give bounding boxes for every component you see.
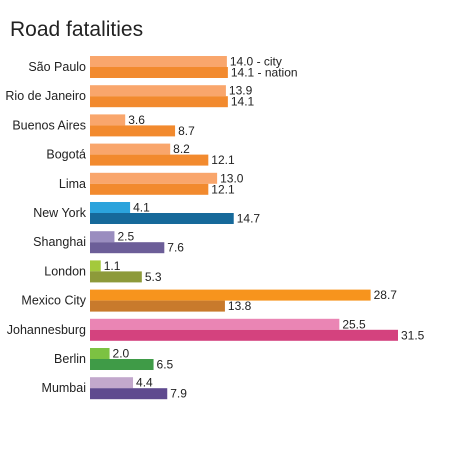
bar bbox=[90, 242, 165, 254]
bar bbox=[90, 318, 340, 330]
value-label: 14.1 bbox=[231, 95, 255, 109]
value-label: 31.5 bbox=[401, 328, 425, 342]
value-label: 5.3 bbox=[145, 270, 162, 284]
bar bbox=[90, 143, 171, 155]
bar bbox=[90, 56, 227, 67]
category-label: Buenos Aires bbox=[12, 118, 86, 132]
bar bbox=[90, 183, 209, 195]
value-label: 7.6 bbox=[167, 241, 184, 255]
bar bbox=[90, 260, 101, 272]
value-label: 8.2 bbox=[173, 142, 190, 156]
value-label: 2.0 bbox=[113, 347, 130, 361]
value-label: 13.9 bbox=[229, 84, 253, 98]
value-label: 6.5 bbox=[157, 358, 174, 372]
bar bbox=[90, 172, 218, 184]
category-label: Mumbai bbox=[42, 381, 86, 395]
bar bbox=[90, 67, 228, 78]
value-label: 12.1 bbox=[211, 182, 235, 196]
bar bbox=[90, 388, 168, 400]
bar bbox=[90, 154, 209, 166]
bar bbox=[90, 348, 110, 359]
chart-title: Road fatalities bbox=[10, 18, 144, 41]
category-label: Berlin bbox=[54, 352, 86, 366]
bar bbox=[90, 359, 154, 370]
bar bbox=[90, 125, 176, 137]
bar bbox=[90, 329, 398, 341]
category-label: São Paulo bbox=[28, 60, 86, 74]
bar bbox=[90, 300, 225, 312]
value-label: 1.1 bbox=[104, 259, 121, 273]
value-label: 7.9 bbox=[170, 387, 187, 401]
value-label: 14.7 bbox=[237, 212, 261, 226]
category-label: London bbox=[44, 264, 86, 278]
category-label: New York bbox=[33, 206, 87, 220]
bar bbox=[90, 231, 115, 243]
value-label: 4.4 bbox=[136, 376, 153, 390]
category-label: Rio de Janeiro bbox=[5, 89, 86, 103]
bar bbox=[90, 96, 228, 108]
value-label: 4.1 bbox=[133, 201, 150, 215]
category-label: Mexico City bbox=[21, 294, 86, 308]
value-label: 12.1 bbox=[211, 153, 235, 167]
bar bbox=[90, 271, 142, 283]
value-label: 3.6 bbox=[128, 113, 145, 127]
bar bbox=[90, 213, 234, 224]
value-label: 25.5 bbox=[342, 317, 366, 331]
category-label: Shanghai bbox=[33, 235, 86, 249]
bar bbox=[90, 289, 371, 301]
value-label: 13.8 bbox=[228, 299, 252, 313]
bar bbox=[90, 377, 134, 389]
value-label: 28.7 bbox=[374, 288, 398, 302]
value-label: 14.0 - city bbox=[230, 55, 282, 69]
bar bbox=[90, 202, 131, 213]
value-label: 14.1 - nation bbox=[231, 66, 298, 80]
bar bbox=[90, 114, 126, 126]
category-label: Johannesburg bbox=[7, 323, 86, 337]
bar bbox=[90, 85, 226, 97]
value-label: 8.7 bbox=[178, 124, 195, 138]
category-label: Bogotá bbox=[46, 148, 86, 162]
value-label: 2.5 bbox=[117, 230, 134, 244]
category-label: Lima bbox=[59, 177, 86, 191]
value-label: 13.0 bbox=[220, 171, 244, 185]
